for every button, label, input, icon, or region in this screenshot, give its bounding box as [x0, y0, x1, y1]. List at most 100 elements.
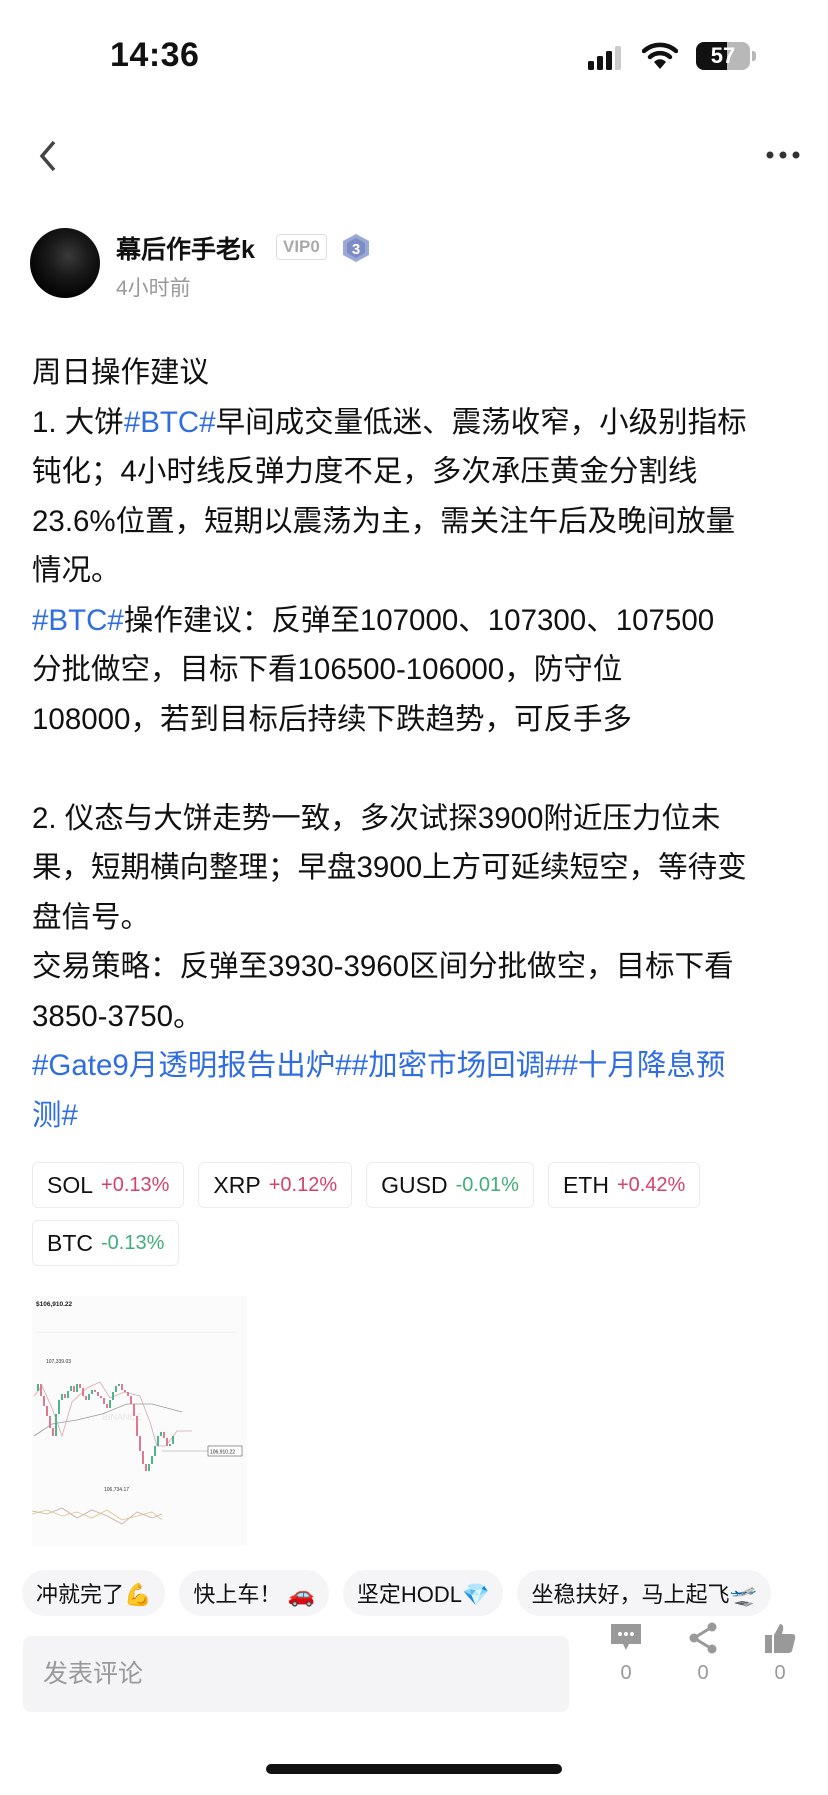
comment-input[interactable]: 发表评论 — [23, 1636, 569, 1712]
reaction-chip[interactable]: 快上车！ 🚗 — [179, 1570, 329, 1616]
post-text: 钝化；4小时线反弹力度不足，多次承压黄金分割线 — [32, 455, 698, 488]
candle — [169, 1444, 171, 1446]
coin-change: -0.01% — [455, 1173, 519, 1196]
battery-icon: 57 — [696, 42, 750, 70]
post-text: 1. 大饼 — [32, 405, 124, 439]
candle — [106, 1404, 108, 1408]
candle — [100, 1396, 102, 1398]
comment-icon — [611, 1624, 641, 1650]
coin-tag-xrp[interactable]: XRP +0.12% — [198, 1162, 353, 1208]
chart-screenshot-image[interactable]: $106,910.22 107,339.03 BINANCE 106,734.1… — [32, 1296, 247, 1546]
chart-high-label: 107,339.03 — [46, 1359, 71, 1365]
candle — [97, 1392, 99, 1396]
candle — [49, 1416, 51, 1428]
candle — [142, 1451, 144, 1464]
candle — [58, 1400, 60, 1414]
candle — [109, 1400, 111, 1408]
like-icon — [765, 1624, 796, 1653]
post-text: 早间成交量低迷、震荡收窄，小级别指标 — [215, 405, 747, 439]
avatar[interactable] — [30, 228, 100, 298]
reaction-chip[interactable]: 坐稳扶好，马上起飞🛫 — [517, 1570, 771, 1616]
coin-symbol: ETH — [562, 1171, 609, 1198]
coin-symbol: XRP — [213, 1171, 261, 1198]
chevron-left-icon[interactable] — [36, 138, 60, 174]
candles — [37, 1384, 174, 1471]
post-time: 4小时前 — [116, 277, 191, 300]
hashtag-link[interactable]: #BTC# — [123, 405, 216, 439]
post-text: 108000，若到目标后持续下跌趋势，可反手多 — [32, 702, 632, 736]
post-line: 钝化；4小时线反弹力度不足，多次承压黄金分割线 — [32, 447, 802, 497]
candle — [94, 1390, 96, 1392]
coin-tag-sol[interactable]: SOL +0.13% — [32, 1162, 185, 1208]
post-line: #Gate9月透明报告出炉##加密市场回调##十月降息预 — [32, 1041, 802, 1091]
candle — [43, 1396, 45, 1406]
hashtag-link[interactable]: 测# — [32, 1098, 78, 1132]
post-line: 测# — [32, 1091, 802, 1141]
candle — [127, 1392, 129, 1396]
comment-count: 0 — [620, 1662, 632, 1684]
post-line: 1. 大饼#BTC#早间成交量低迷、震荡收窄，小级别指标 — [32, 398, 802, 448]
vip-badge: VIP0 — [276, 234, 327, 260]
post-line — [32, 744, 802, 794]
candle — [130, 1396, 132, 1404]
reaction-chip[interactable]: 坚定HODL💎 — [342, 1570, 504, 1616]
candle — [163, 1432, 165, 1438]
more-dots-icon[interactable] — [766, 145, 800, 165]
post-text: 周日操作建议 — [32, 356, 210, 389]
post-text: 操作建议：反弹至107000、107300、107500 — [123, 603, 715, 637]
hashtag-link[interactable]: #Gate9月透明报告出炉##加密市场回调##十月降息预 — [32, 1049, 726, 1082]
author-name[interactable]: 幕后作手老k — [116, 236, 255, 264]
coin-tag-eth[interactable]: ETH +0.42% — [547, 1162, 701, 1208]
candle — [166, 1438, 168, 1446]
candle — [85, 1396, 87, 1400]
coin-tag-btc[interactable]: BTC -0.13% — [32, 1220, 180, 1266]
candle — [70, 1386, 72, 1391]
wifi-icon — [642, 42, 678, 69]
quick-reactions: 冲就完了💪 快上车！ 🚗 坚定HODL💎 坐稳扶好，马上起飞🛫 — [22, 1570, 822, 1616]
post-line: 交易策略：反弹至3930-3960区间分批做空，目标下看 — [32, 942, 802, 992]
post-line: #BTC#操作建议：反弹至107000、107300、107500 — [32, 596, 802, 646]
post-text: 交易策略：反弹至3930-3960区间分批做空，目标下看 — [32, 950, 734, 983]
candle — [148, 1464, 150, 1471]
candle — [118, 1384, 120, 1386]
candle — [136, 1416, 138, 1436]
comment-button[interactable]: 0 — [603, 1610, 649, 1685]
candle — [37, 1384, 39, 1391]
coin-tag-gusd[interactable]: GUSD -0.01% — [366, 1162, 534, 1208]
coin-change: +0.13% — [101, 1173, 170, 1196]
post-line: 3850-3750。 — [32, 992, 802, 1042]
battery-cap — [752, 51, 756, 61]
reaction-chip[interactable]: 冲就完了💪 — [22, 1570, 166, 1616]
candle — [172, 1436, 174, 1444]
candle — [79, 1384, 81, 1388]
post-line: 果，短期横向整理；早盘3900上方可延续短空，等待变 — [32, 843, 802, 893]
share-icon — [689, 1622, 717, 1654]
post-text: 2. 仪态与大饼走势一致，多次试探3900附近压力位未 — [32, 801, 721, 835]
coin-symbol: GUSD — [381, 1171, 448, 1198]
chart-low-label: 106,734.17 — [104, 1487, 129, 1493]
coin-change: -0.13% — [101, 1231, 165, 1254]
candle — [115, 1386, 117, 1392]
post-text: 3850-3750。 — [32, 999, 203, 1033]
share-button[interactable]: 0 — [680, 1610, 726, 1685]
coin-symbol: BTC — [47, 1229, 93, 1256]
candle — [46, 1406, 48, 1416]
home-indicator — [266, 1764, 562, 1774]
candle — [151, 1456, 153, 1464]
candle — [88, 1394, 90, 1400]
post-line: 盘信号。 — [32, 893, 802, 943]
coin-tags: SOL +0.13% XRP +0.12% GUSD -0.01% ETH +0.42% BTC… — [32, 1162, 802, 1266]
coin-symbol: SOL — [47, 1171, 94, 1198]
candle — [40, 1384, 42, 1396]
post-text: 23.6%位置，短期以震荡为主，需关注午后及晚间放量 — [32, 504, 736, 538]
hashtag-link[interactable]: #BTC# — [32, 603, 124, 637]
candle — [154, 1446, 156, 1456]
cellular-signal-icon — [588, 46, 621, 70]
post-text: 盘信号。 — [32, 900, 151, 934]
candle — [73, 1386, 75, 1392]
level-badge: 3 — [343, 234, 369, 262]
like-button[interactable]: 0 — [757, 1610, 803, 1685]
candle — [55, 1414, 57, 1436]
candle — [112, 1392, 114, 1400]
candle — [64, 1394, 66, 1398]
